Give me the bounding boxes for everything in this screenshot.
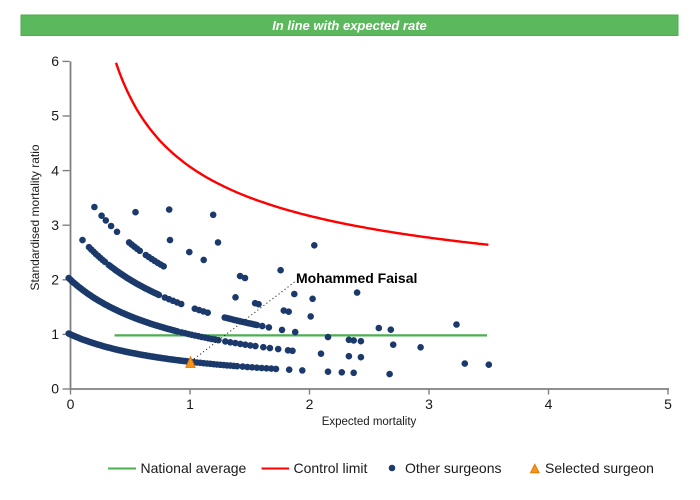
svg-text:0: 0 (51, 381, 59, 397)
svg-text:2: 2 (51, 272, 59, 288)
svg-text:3: 3 (425, 396, 433, 412)
svg-text:Control limit: Control limit (294, 460, 368, 476)
svg-text:0: 0 (67, 396, 75, 412)
svg-text:Other surgeons: Other surgeons (405, 460, 502, 476)
svg-text:4: 4 (51, 162, 59, 178)
svg-text:1: 1 (186, 396, 194, 412)
svg-text:1: 1 (51, 326, 59, 342)
svg-text:6: 6 (51, 53, 59, 69)
svg-text:Selected surgeon: Selected surgeon (545, 460, 654, 476)
svg-text:5: 5 (51, 108, 59, 124)
svg-text:Standardised mortality ratio: Standardised mortality ratio (28, 144, 42, 290)
svg-text:Expected mortality: Expected mortality (322, 416, 417, 428)
svg-text:5: 5 (664, 396, 672, 412)
svg-text:In line with expected rate: In line with expected rate (272, 18, 427, 33)
svg-text:2: 2 (306, 396, 314, 412)
svg-text:Mohammed Faisal: Mohammed Faisal (296, 270, 417, 286)
svg-text:3: 3 (51, 217, 59, 233)
svg-text:4: 4 (545, 396, 553, 412)
svg-text:National average: National average (141, 460, 247, 476)
